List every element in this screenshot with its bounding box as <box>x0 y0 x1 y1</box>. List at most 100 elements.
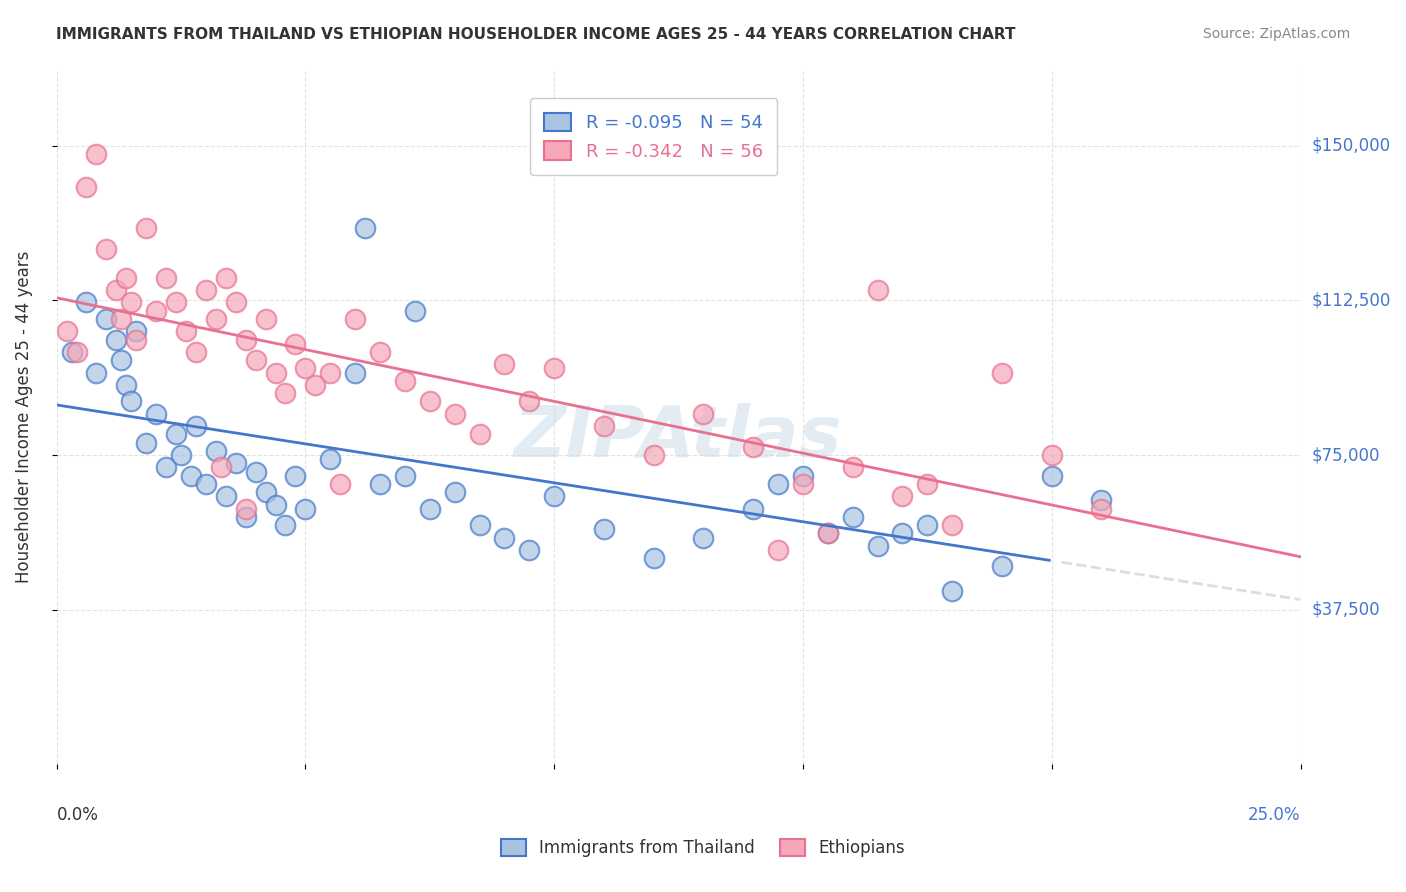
Point <box>319 452 342 467</box>
Point <box>443 407 465 421</box>
Point <box>274 386 297 401</box>
Point <box>135 435 157 450</box>
Point <box>205 312 228 326</box>
Point <box>145 407 167 421</box>
Point <box>194 283 217 297</box>
Point <box>96 242 118 256</box>
Point <box>941 584 963 599</box>
Point <box>692 407 714 421</box>
Point <box>1040 448 1063 462</box>
Point <box>1090 493 1112 508</box>
Point <box>145 303 167 318</box>
Point <box>184 345 207 359</box>
Point <box>254 485 277 500</box>
Point <box>75 180 97 194</box>
Point <box>174 324 197 338</box>
Point <box>517 542 540 557</box>
Point <box>917 518 939 533</box>
Point <box>125 324 148 338</box>
Point <box>215 489 238 503</box>
Point <box>841 509 863 524</box>
Text: $75,000: $75,000 <box>1312 446 1381 464</box>
Legend: R = -0.095   N = 54, R = -0.342   N = 56: R = -0.095 N = 54, R = -0.342 N = 56 <box>530 98 778 175</box>
Point <box>766 542 789 557</box>
Text: Source: ZipAtlas.com: Source: ZipAtlas.com <box>1202 27 1350 41</box>
Point <box>419 394 441 409</box>
Point <box>60 345 83 359</box>
Text: $150,000: $150,000 <box>1312 136 1391 155</box>
Point <box>692 531 714 545</box>
Point <box>75 295 97 310</box>
Point <box>245 465 267 479</box>
Point <box>86 366 108 380</box>
Point <box>110 353 132 368</box>
Point <box>494 357 516 371</box>
Point <box>215 270 238 285</box>
Point <box>866 283 889 297</box>
Point <box>194 476 217 491</box>
Point <box>86 147 108 161</box>
Point <box>225 295 247 310</box>
Point <box>891 489 914 503</box>
Point <box>766 476 789 491</box>
Point <box>319 366 342 380</box>
Point <box>155 270 177 285</box>
Point <box>120 295 142 310</box>
Point <box>105 333 128 347</box>
Point <box>105 283 128 297</box>
Point <box>235 501 257 516</box>
Text: 25.0%: 25.0% <box>1249 806 1301 824</box>
Point <box>165 427 187 442</box>
Point <box>284 336 307 351</box>
Text: $37,500: $37,500 <box>1312 600 1381 619</box>
Text: IMMIGRANTS FROM THAILAND VS ETHIOPIAN HOUSEHOLDER INCOME AGES 25 - 44 YEARS CORR: IMMIGRANTS FROM THAILAND VS ETHIOPIAN HO… <box>56 27 1015 42</box>
Point <box>125 333 148 347</box>
Point <box>792 476 814 491</box>
Point <box>55 324 77 338</box>
Point <box>866 539 889 553</box>
Point <box>1090 501 1112 516</box>
Point <box>368 476 391 491</box>
Point <box>294 501 316 516</box>
Point <box>205 444 228 458</box>
Point <box>165 295 187 310</box>
Point <box>65 345 87 359</box>
Point <box>891 526 914 541</box>
Text: ZIPAtlas: ZIPAtlas <box>515 403 842 472</box>
Point <box>404 303 426 318</box>
Text: 0.0%: 0.0% <box>56 806 98 824</box>
Point <box>96 312 118 326</box>
Point <box>841 460 863 475</box>
Point <box>235 509 257 524</box>
Text: $112,500: $112,500 <box>1312 292 1391 310</box>
Point <box>120 394 142 409</box>
Point <box>443 485 465 500</box>
Point <box>991 366 1014 380</box>
Point <box>991 559 1014 574</box>
Point <box>468 427 491 442</box>
Point <box>254 312 277 326</box>
Point <box>184 419 207 434</box>
Point <box>245 353 267 368</box>
Point <box>394 468 416 483</box>
Point <box>354 221 377 235</box>
Point <box>817 526 839 541</box>
Y-axis label: Householder Income Ages 25 - 44 years: Householder Income Ages 25 - 44 years <box>15 251 32 582</box>
Point <box>543 361 565 376</box>
Point <box>817 526 839 541</box>
Point <box>264 498 287 512</box>
Point <box>209 460 232 475</box>
Point <box>115 270 138 285</box>
Point <box>1040 468 1063 483</box>
Point <box>284 468 307 483</box>
Point <box>593 522 616 536</box>
Point <box>170 448 193 462</box>
Point <box>593 419 616 434</box>
Point <box>742 501 765 516</box>
Point <box>155 460 177 475</box>
Point <box>468 518 491 533</box>
Point <box>344 366 367 380</box>
Point <box>225 456 247 470</box>
Point <box>235 333 257 347</box>
Point <box>115 378 138 392</box>
